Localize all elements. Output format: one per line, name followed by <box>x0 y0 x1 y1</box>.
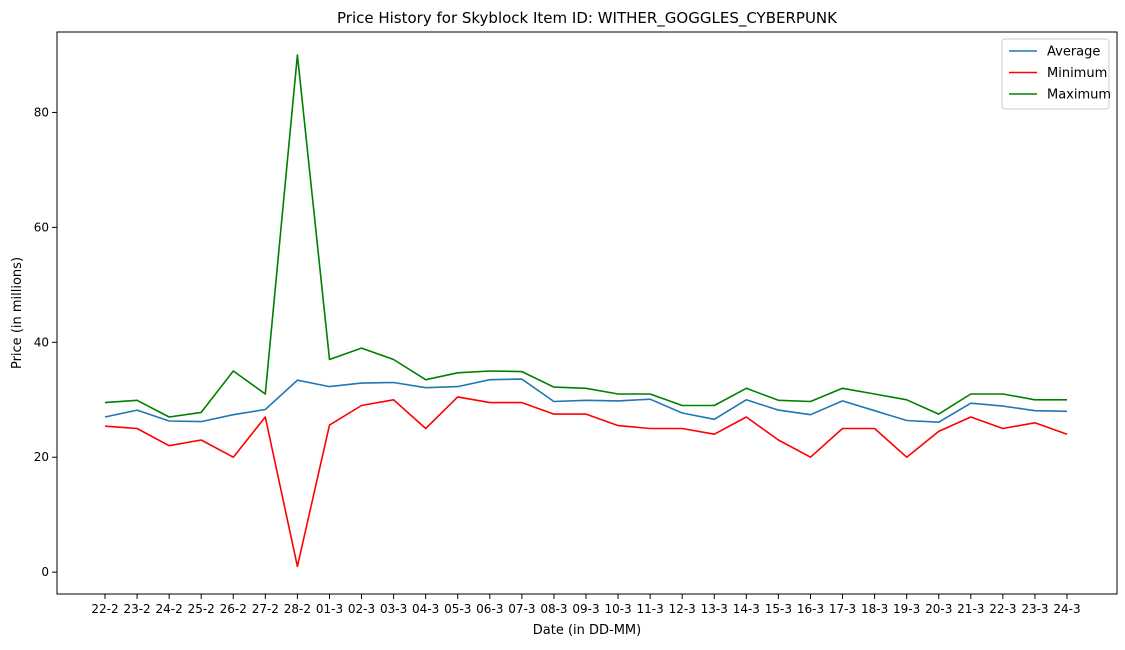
x-tick-label: 04-3 <box>412 602 439 616</box>
x-tick-label: 26-2 <box>220 602 247 616</box>
x-tick-label: 21-3 <box>957 602 984 616</box>
x-tick-label: 10-3 <box>604 602 631 616</box>
y-axis: 0 20 40 60 80 <box>34 105 57 579</box>
series-line-minimum <box>104 396 1068 568</box>
plot-frame <box>56 31 1118 595</box>
x-tick-label: 08-3 <box>540 602 567 616</box>
x-tick-label: 13-3 <box>701 602 728 616</box>
y-axis-title: Price (in millions) <box>10 257 25 369</box>
x-axis-title: Date (in DD-MM) <box>533 623 641 638</box>
series-line-maximum <box>104 54 1067 418</box>
x-tick-label: 27-2 <box>252 602 279 616</box>
x-tick-label: 20-3 <box>925 602 952 616</box>
x-tick-label: 23-2 <box>123 602 150 616</box>
legend-label-average: Average <box>1047 45 1100 60</box>
y-tick-label: 60 <box>34 220 49 234</box>
x-tick-label: 09-3 <box>572 602 599 616</box>
x-tick-label: 19-3 <box>893 602 920 616</box>
x-tick-label: 22-3 <box>989 602 1016 616</box>
y-tick-label: 0 <box>41 565 49 579</box>
lines-layer <box>104 54 1068 568</box>
x-tick-label: 16-3 <box>797 602 824 616</box>
y-tick-label: 20 <box>34 450 49 464</box>
x-tick-label: 23-3 <box>1021 602 1048 616</box>
x-tick-label: 28-2 <box>284 602 311 616</box>
legend-box <box>1001 38 1110 110</box>
series-line-average <box>104 378 1068 424</box>
x-tick-label: 12-3 <box>669 602 696 616</box>
y-tick-label: 80 <box>34 105 49 119</box>
x-tick-label: 18-3 <box>861 602 888 616</box>
x-tick-label: 15-3 <box>765 602 792 616</box>
legend-label-minimum: Minimum <box>1047 66 1107 81</box>
x-tick-label: 14-3 <box>733 602 760 616</box>
x-tick-label: 25-2 <box>188 602 215 616</box>
legend-label-maximum: Maximum <box>1047 88 1111 103</box>
y-tick-label: 40 <box>34 335 49 349</box>
x-tick-label: 03-3 <box>380 602 407 616</box>
x-axis: 22-2 23-2 24-2 25-2 26-2 27-2 28-2 01-3 02-3 03-3… <box>91 594 1081 616</box>
x-tick-label: 11-3 <box>637 602 664 616</box>
x-tick-label: 22-2 <box>91 602 118 616</box>
x-tick-label: 05-3 <box>444 602 471 616</box>
x-tick-label: 06-3 <box>476 602 503 616</box>
x-tick-label: 24-3 <box>1053 602 1080 616</box>
x-tick-label: 24-2 <box>156 602 183 616</box>
x-tick-label: 01-3 <box>316 602 343 616</box>
legend: Average Minimum Maximum <box>1001 38 1111 110</box>
x-tick-label: 02-3 <box>348 602 375 616</box>
x-tick-label: 07-3 <box>508 602 535 616</box>
x-tick-label: 17-3 <box>829 602 856 616</box>
chart-title: Price History for Skyblock Item ID: WITH… <box>337 9 838 28</box>
